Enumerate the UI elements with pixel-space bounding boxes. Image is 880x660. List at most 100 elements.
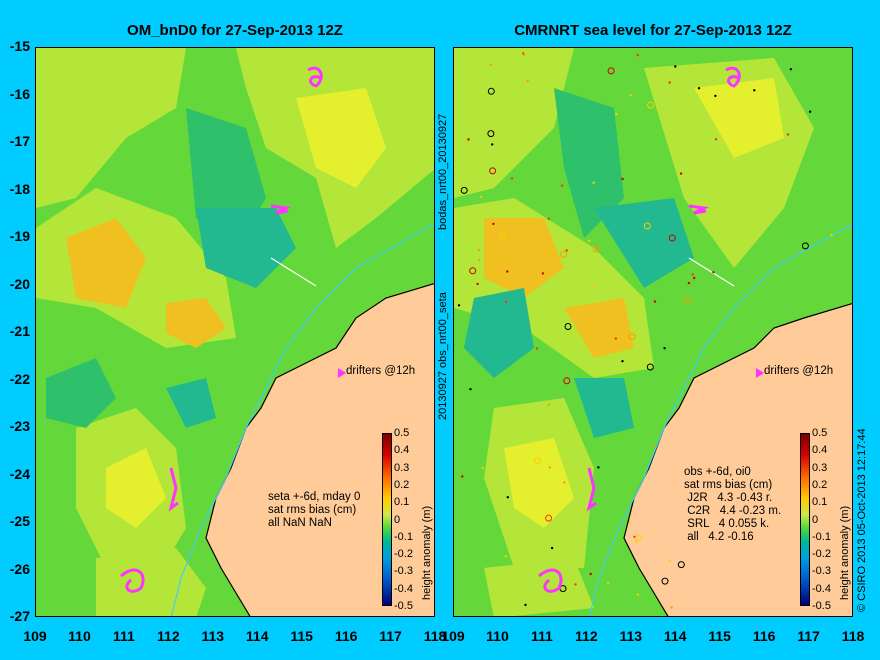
obs-marker (629, 94, 632, 97)
obs-marker (506, 496, 509, 499)
obs-marker (714, 94, 717, 98)
obs-marker (565, 249, 568, 252)
obs-marker (693, 276, 696, 280)
colorbar-tick-label: -0.2 (812, 548, 831, 561)
obs-marker (476, 282, 479, 286)
anomaly-high-region (484, 558, 594, 616)
colorbar-tick-label: 0.4 (812, 444, 828, 457)
left-map-panel: drifters @12h seta +-6d, mday 0 sat rms … (35, 47, 435, 617)
drifter-track (307, 66, 323, 88)
obs-marker (534, 457, 542, 465)
lat-tick-label: -27 (9, 608, 30, 624)
lon-tick-label: 118 (423, 628, 447, 644)
obs-marker (633, 535, 636, 538)
anomaly-peak-region (564, 298, 634, 358)
obs-marker (506, 270, 509, 273)
left-map-canvas (36, 48, 434, 616)
lat-tick-label: -26 (9, 560, 30, 577)
obs-marker (579, 509, 582, 512)
right-map-title: CMRNRT sea level for 27-Sep-2013 12Z (514, 22, 792, 39)
obs-marker (653, 300, 657, 303)
lon-tick-label: 112 (157, 628, 180, 644)
anomaly-low-region (46, 358, 116, 428)
lon-tick-label: 114 (663, 628, 687, 644)
colorbar-tick-label: 0.3 (812, 461, 828, 474)
obs-marker (670, 606, 673, 609)
drifter-track (168, 467, 179, 512)
anomaly-high-region (694, 78, 784, 158)
obs-marker (628, 333, 636, 341)
obs-marker (589, 572, 592, 576)
colorbar-tick-label: -0.3 (394, 565, 413, 578)
drifter-marker (756, 368, 764, 378)
obs-marker (489, 63, 493, 66)
obs-marker (628, 521, 632, 524)
lon-tick-label: 111 (112, 628, 135, 644)
anomaly-high-region (106, 448, 166, 528)
drifter-track (688, 204, 710, 215)
obs-marker (491, 143, 494, 146)
anomaly-peak-region (66, 218, 146, 308)
colorbar-label-right: height anomaly (m) (839, 505, 851, 600)
obs-marker (469, 267, 477, 275)
colorbar-label-left: height anomaly (m) (421, 505, 433, 600)
drifter-track (725, 66, 741, 88)
obs-marker (526, 79, 529, 83)
obs-marker (687, 281, 691, 285)
obs-marker (504, 555, 508, 558)
lon-tick-label: 117 (797, 628, 820, 644)
obs-marker (830, 233, 833, 237)
anomaly-low-region (166, 378, 216, 428)
obs-marker (467, 138, 470, 141)
drifter-marker (338, 368, 346, 378)
lon-tick-label: 109 (441, 628, 465, 644)
obs-marker (647, 101, 655, 109)
obs-marker (499, 233, 507, 241)
obs-marker (674, 65, 677, 68)
obs-marker (489, 167, 497, 175)
obs-marker (753, 89, 756, 92)
obs-marker (592, 285, 595, 288)
obs-marker (587, 239, 591, 243)
colorbar-right (800, 433, 810, 606)
drifter-track (270, 204, 292, 215)
obs-marker (643, 222, 651, 230)
obs-marker (646, 363, 654, 371)
lat-tick-label: -15 (9, 38, 30, 54)
observation-markers (457, 52, 833, 609)
colorbar-tick-label: 0 (812, 513, 819, 526)
obs-marker (564, 323, 572, 330)
lon-tick-label: 111 (530, 628, 553, 644)
anomaly-high-region (504, 438, 574, 528)
drifters-label: drifters @12h (346, 365, 416, 377)
land-mass (624, 303, 852, 616)
obs-marker (614, 337, 617, 340)
anomaly-high-region (454, 48, 574, 198)
colorbar-tick-label: 0.5 (394, 427, 410, 439)
obs-marker (621, 360, 624, 363)
left-vertical-obs-label: 20130927 obs_nrt00_seta (437, 292, 449, 420)
shelf-contour (588, 223, 852, 616)
obs-marker (683, 296, 691, 304)
obs-marker (679, 172, 683, 175)
colorbar-tick-label: 0.2 (394, 478, 410, 491)
colorbar-tick-label: 0.2 (812, 478, 828, 491)
anomaly-low-region (574, 378, 634, 438)
land-mass (206, 283, 434, 616)
colorbar-tick-label: -0.1 (812, 530, 831, 543)
lon-tick-label: 113 (201, 628, 225, 644)
obs-marker (621, 177, 624, 181)
obs-marker (574, 583, 577, 586)
colorbar-tick-label: -0.2 (394, 548, 413, 561)
obs-marker (481, 467, 484, 470)
left-map-title: OM_bnD0 for 27-Sep-2013 12Z (127, 22, 343, 39)
lon-tick-label: 112 (575, 628, 598, 644)
colorbar-tick-label: -0.4 (394, 582, 413, 595)
obs-marker (661, 577, 669, 585)
stats-annotation: seta +-6d, mday 0 sat rms bias (cm) all … (268, 491, 361, 529)
lon-tick-label: 115 (708, 628, 731, 644)
obs-marker (541, 272, 545, 275)
obs-marker (545, 514, 553, 522)
lat-tick-label: -25 (9, 513, 30, 529)
shelf-contour (170, 223, 434, 616)
